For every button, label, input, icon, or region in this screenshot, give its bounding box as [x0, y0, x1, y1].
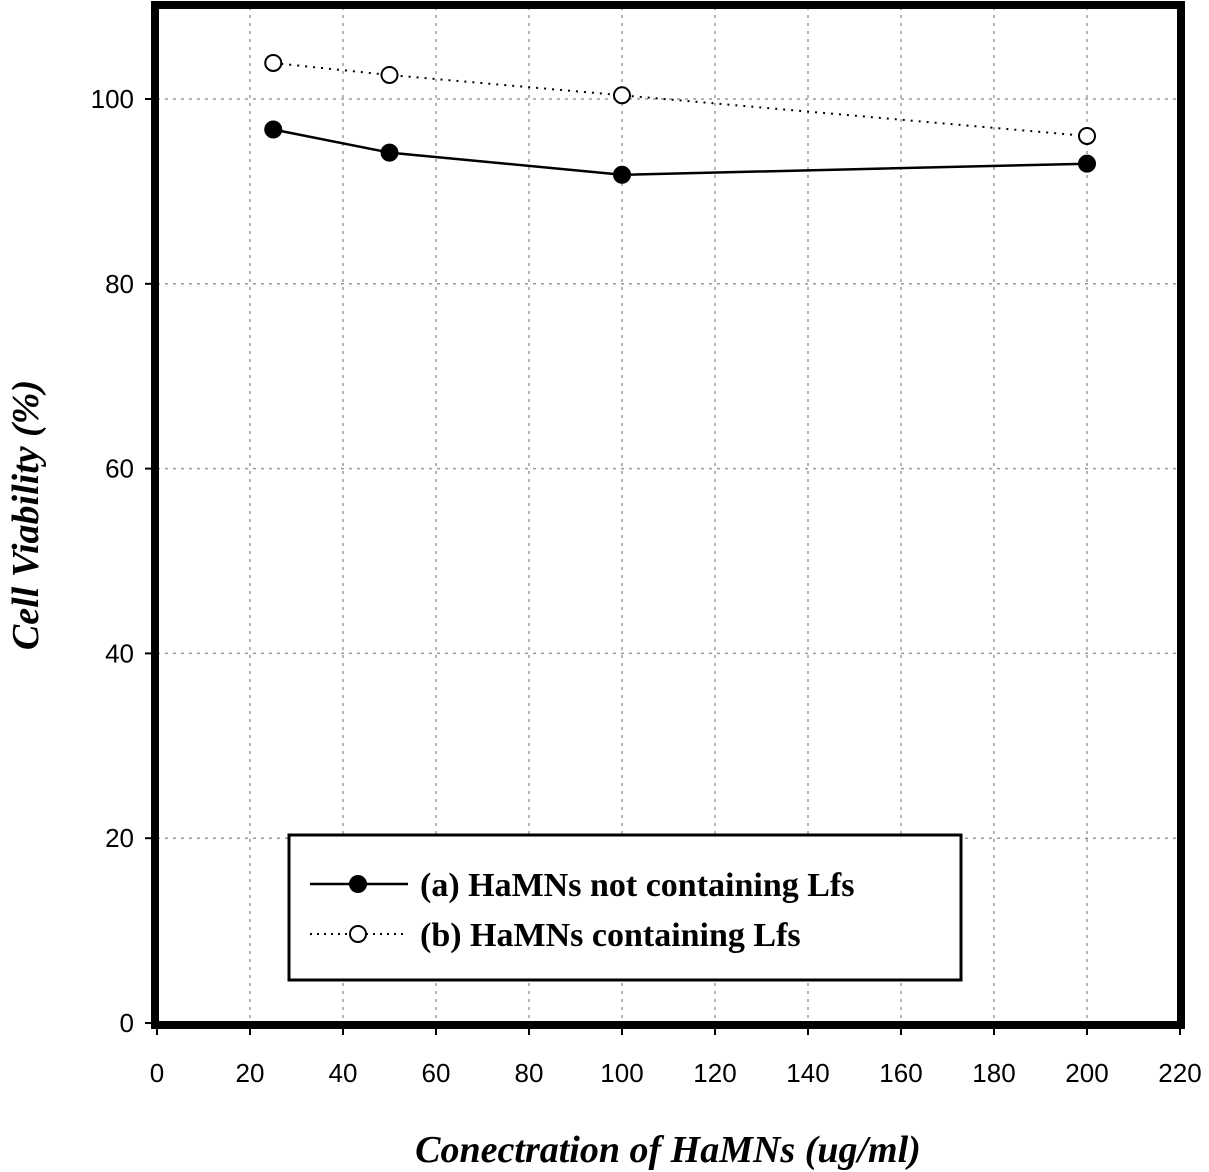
legend-box [287, 833, 963, 982]
series-line-b [273, 62, 1088, 137]
x-tick-label: 60 [422, 1058, 451, 1088]
series-a-point [613, 165, 631, 184]
x-tick-label: 200 [1065, 1058, 1108, 1088]
x-tick-label: 120 [693, 1058, 736, 1088]
series-lines [273, 62, 1088, 177]
series-b-point [1078, 126, 1096, 145]
x-tick-label: 0 [150, 1058, 164, 1088]
plot-frame [151, 1, 1185, 1029]
legend-marker-a [349, 875, 367, 893]
series-b-point [264, 53, 283, 72]
x-tick-label: 40 [329, 1058, 358, 1088]
y-tick-label: 80 [105, 269, 134, 299]
x-axis-ticks: 0 20 40 60 80 100 120 140 160 180 200 220 [150, 1023, 1202, 1088]
y-tick-label: 100 [91, 84, 134, 114]
x-tick-label: 220 [1158, 1058, 1201, 1088]
x-tick-label: 100 [600, 1058, 643, 1088]
grid-lines [157, 7, 1180, 1023]
y-tick-label: 0 [120, 1008, 134, 1038]
legend-label-a: (a) HaMNs not containing Lfs [420, 867, 854, 904]
y-tick-label: 20 [105, 823, 134, 853]
y-tick-label: 60 [105, 454, 134, 484]
legend-marker-b [349, 925, 367, 943]
x-tick-label: 160 [879, 1058, 922, 1088]
x-axis-title: Conectration of HaMNs (ug/ml) [415, 1129, 921, 1171]
series-points [264, 53, 1096, 184]
legend-label-b: (b) HaMNs containing Lfs [420, 917, 801, 954]
series-b-point [613, 86, 631, 105]
series-line-a [273, 128, 1088, 177]
series-a-point [380, 143, 399, 162]
y-tick-label: 40 [105, 638, 134, 668]
x-tick-label: 140 [786, 1058, 829, 1088]
series-a-point [264, 120, 283, 139]
x-tick-label: 80 [515, 1058, 544, 1088]
legend: (a) HaMNs not containing Lfs (b) HaMNs c… [287, 833, 963, 982]
series-b-point [380, 65, 399, 84]
y-axis-ticks: 0 20 40 60 80 100 [91, 84, 157, 1038]
x-tick-label: 20 [236, 1058, 265, 1088]
y-axis-title: Cell Viability (%) [5, 380, 47, 650]
x-tick-label: 180 [972, 1058, 1015, 1088]
series-a-point [1078, 154, 1096, 173]
